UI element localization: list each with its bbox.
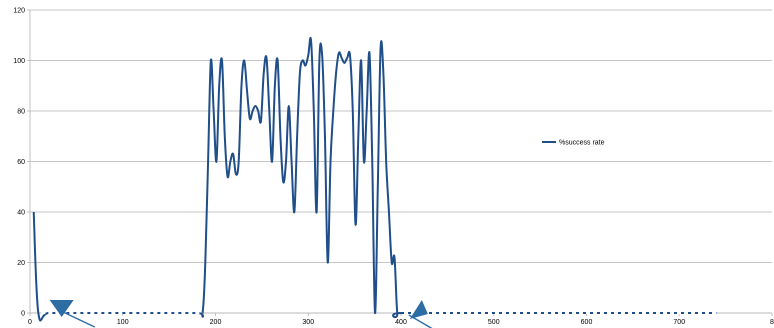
- series-line: [32, 37, 717, 322]
- y-tick-label: 100: [13, 58, 25, 65]
- legend-label: %success rate: [559, 140, 605, 147]
- tick-labels: 0 20 40 60 80 100 120 0 100 200 300 400 500 600 700 8: [13, 8, 774, 327]
- y-tick-label: 80: [17, 109, 25, 116]
- series-group: [32, 37, 717, 322]
- x-tick-label: 8: [770, 319, 774, 326]
- y-tick-label: 20: [17, 260, 25, 267]
- annotations: [49, 300, 433, 328]
- arrow-head: [49, 300, 74, 317]
- grid-lines: [30, 9, 772, 314]
- x-tick-label: 700: [673, 319, 685, 326]
- arrow-head: [409, 300, 428, 319]
- y-tick-label: 40: [17, 210, 25, 217]
- y-tick-label: 120: [13, 8, 25, 15]
- x-tick-label: 400: [395, 319, 407, 326]
- x-tick-label: 200: [210, 319, 222, 326]
- x-tick-label: 500: [488, 319, 500, 326]
- x-tick-label: 0: [28, 319, 32, 326]
- y-tick-label: 60: [17, 159, 25, 166]
- y-tick-label: 0: [21, 311, 25, 318]
- axes: [27, 9, 773, 316]
- x-tick-label: 300: [302, 319, 314, 326]
- x-tick-label: 100: [117, 319, 129, 326]
- legend: %success rate: [542, 140, 605, 147]
- x-tick-label: 600: [581, 319, 593, 326]
